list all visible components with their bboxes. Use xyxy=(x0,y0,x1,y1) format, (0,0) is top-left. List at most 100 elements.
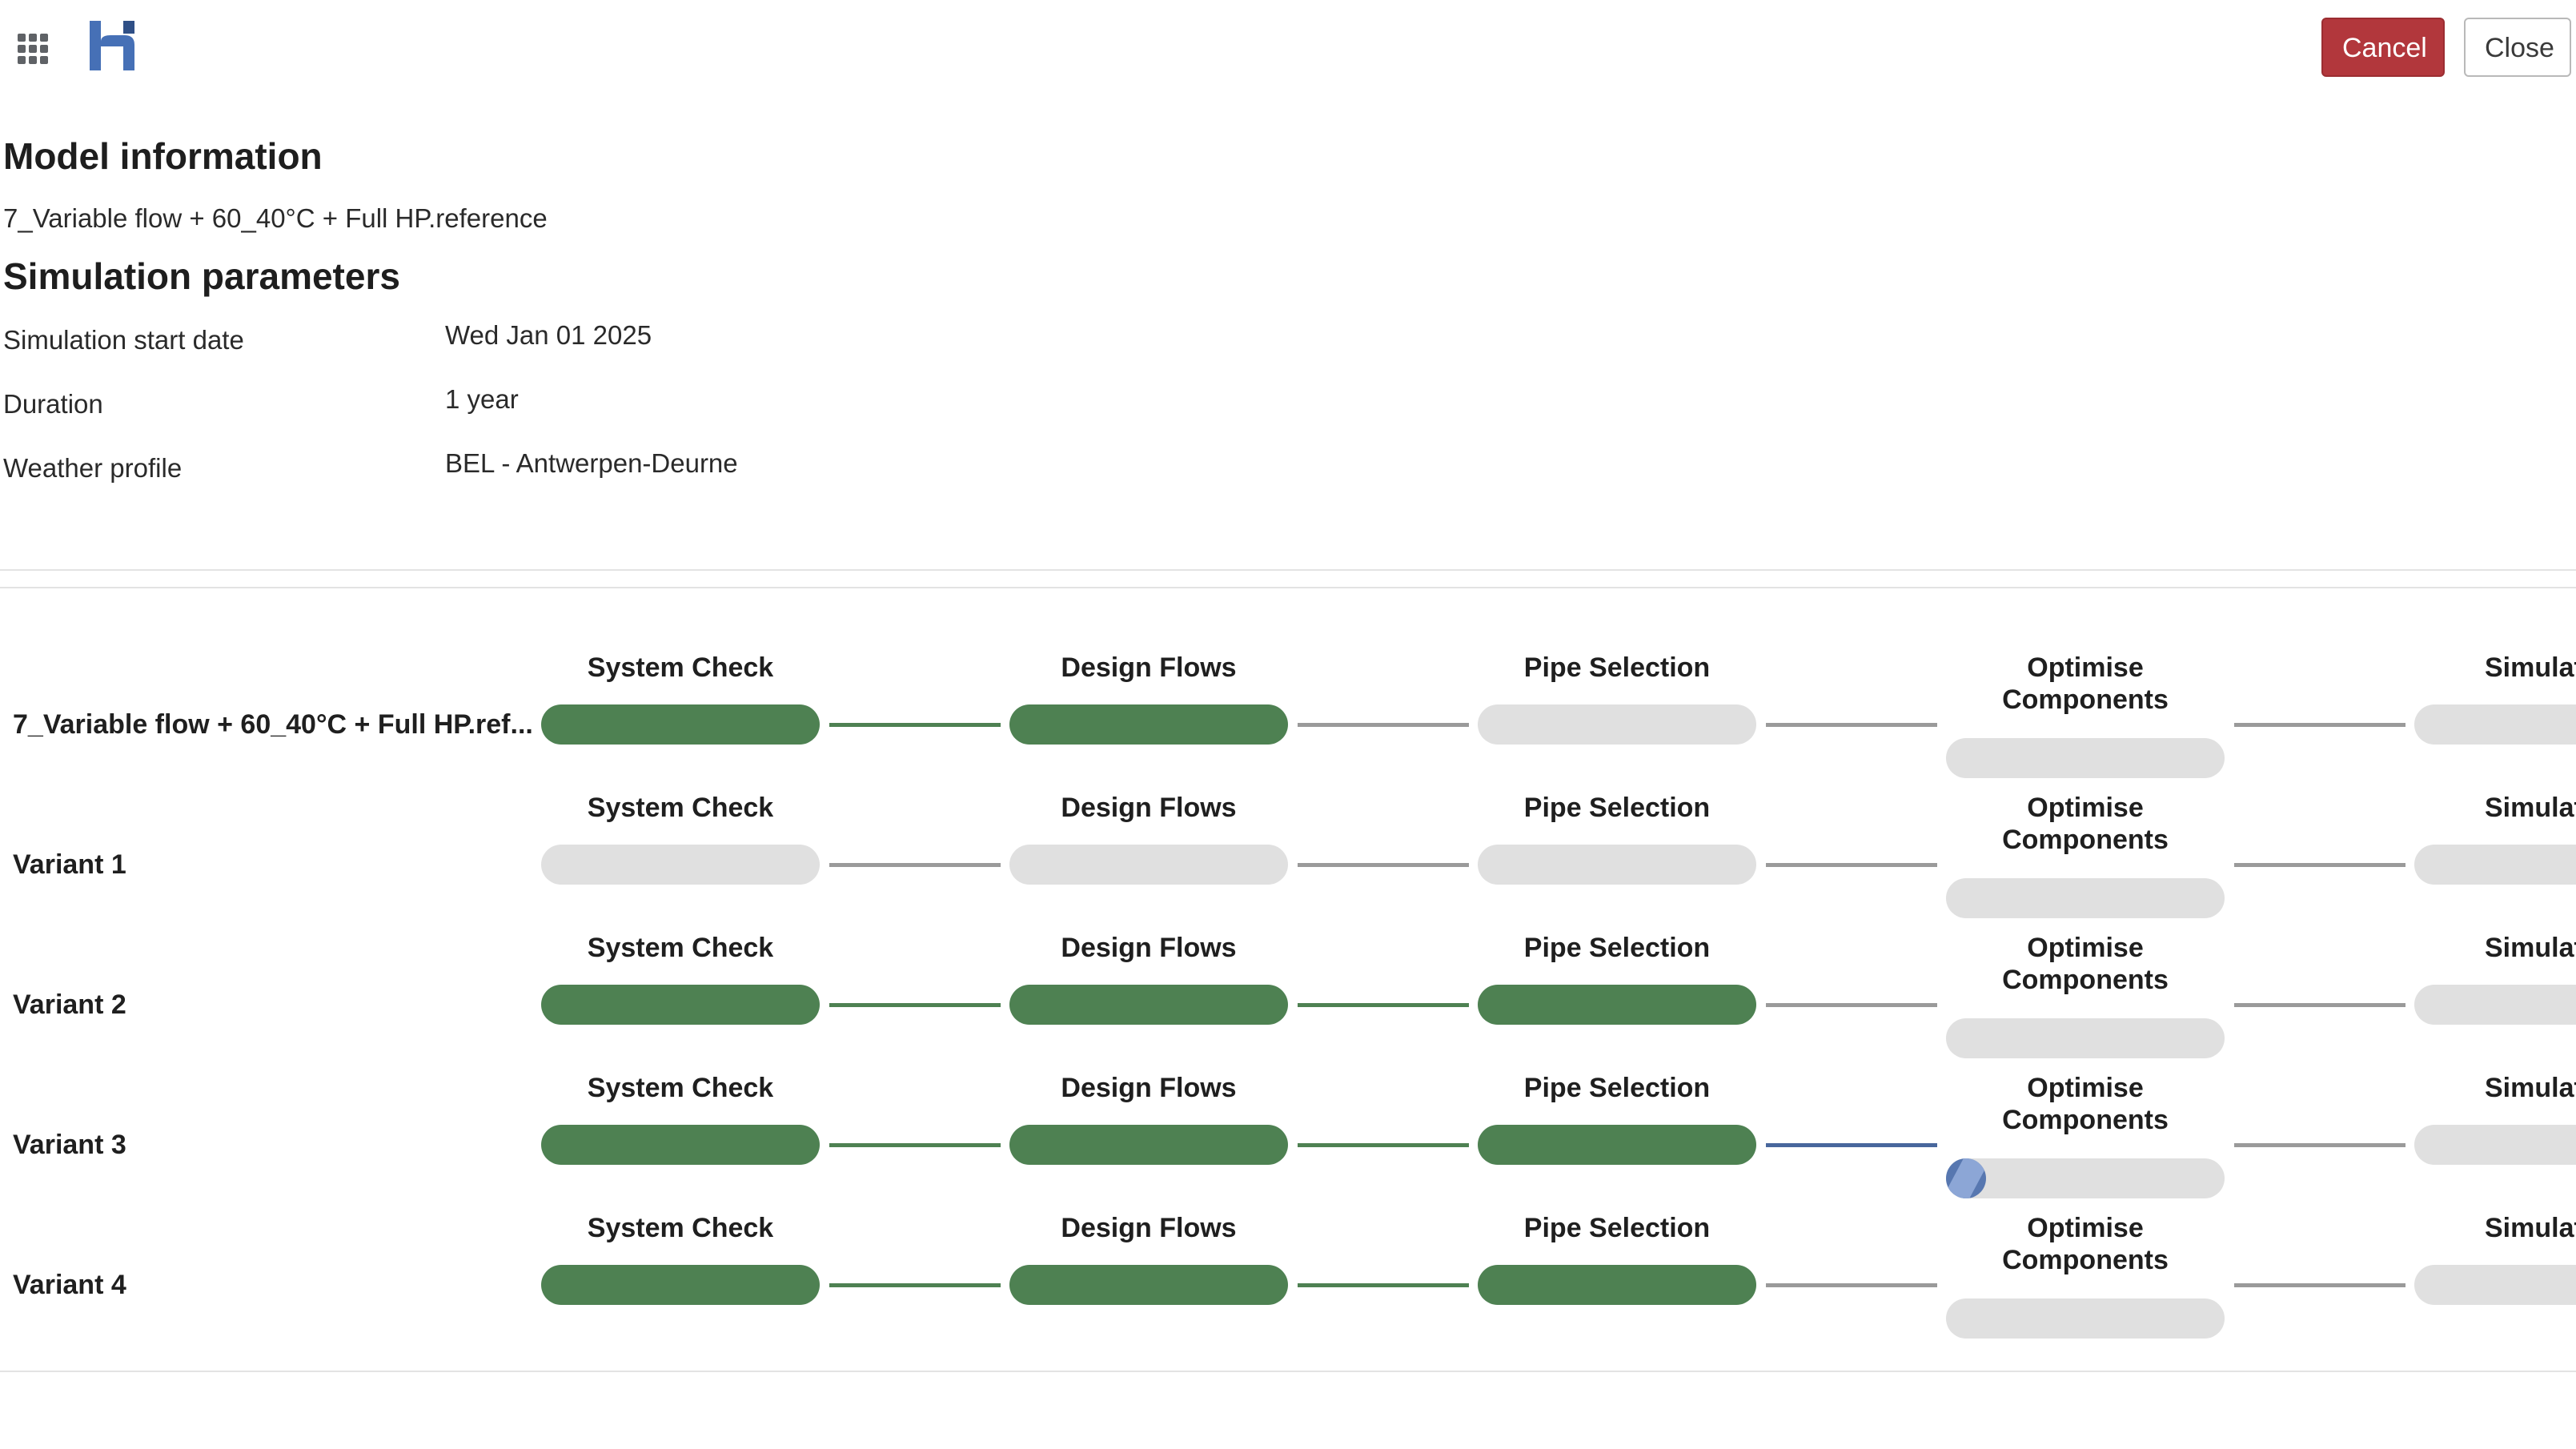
step-progress-bar[interactable] xyxy=(1009,1125,1288,1165)
step-optimise-components: Optimise Components xyxy=(1946,757,2225,918)
step-connector xyxy=(829,1283,1001,1287)
step-connector xyxy=(2234,863,2405,867)
step-connector xyxy=(2234,1283,2405,1287)
step-label-line: Optimise xyxy=(2027,1213,2144,1243)
step-pipe-selection: Pipe Selection xyxy=(1478,1037,1756,1177)
step-progress-bar[interactable] xyxy=(541,1125,820,1165)
step-label: System Check xyxy=(587,652,774,683)
step-label: Optimise Components xyxy=(1946,932,2225,996)
step-progress-bar[interactable] xyxy=(1946,1298,2225,1339)
simulation-parameters-heading: Simulation parameters xyxy=(3,255,400,297)
row-name: Variant 3 xyxy=(13,1130,126,1160)
step-connector xyxy=(1298,863,1469,867)
step-progress-bar[interactable] xyxy=(1946,1158,2225,1198)
step-label: Design Flows xyxy=(1061,1073,1237,1103)
step-connector xyxy=(1766,1003,1937,1007)
duration-value: 1 year xyxy=(445,384,519,414)
pipeline-progress: 7_Variable flow + 60_40°C + Full HP.ref.… xyxy=(0,592,2576,1361)
pipeline-row: Variant 3 System Check Design Flows Pipe Se… xyxy=(0,1037,2576,1198)
step-design-flows: Design Flows xyxy=(1009,616,1288,757)
step-connector xyxy=(1766,863,1937,867)
weather-profile-label: Weather profile xyxy=(3,453,183,483)
step-progress-bar[interactable] xyxy=(1946,738,2225,778)
step-connector xyxy=(2234,723,2405,727)
step-optimise-components: Optimise Components xyxy=(1946,1037,2225,1198)
step-progress-bar[interactable] xyxy=(541,845,820,885)
progress-spinner-icon xyxy=(1946,1158,1986,1198)
divider xyxy=(0,587,2576,588)
step-label: Design Flows xyxy=(1061,933,1237,963)
step-system-check: System Check xyxy=(541,757,820,897)
step-progress-bar[interactable] xyxy=(1478,845,1756,885)
step-label: Pipe Selection xyxy=(1523,793,1711,823)
step-progress-bar[interactable] xyxy=(1946,878,2225,918)
row-name: Variant 2 xyxy=(13,989,126,1020)
step-progress-bar[interactable] xyxy=(1009,1265,1288,1305)
step-pipe-selection: Pipe Selection xyxy=(1478,897,1756,1037)
cancel-button[interactable]: Cancel xyxy=(2321,18,2445,77)
step-label: Optimise Components xyxy=(1946,652,2225,716)
step-label: Design Flows xyxy=(1061,793,1237,823)
step-label-line: Optimise xyxy=(2027,933,2144,963)
step-pipe-selection: Pipe Selection xyxy=(1478,1177,1756,1317)
step-progress-bar[interactable] xyxy=(1478,704,1756,745)
step-connector xyxy=(829,863,1001,867)
step-label: Pipe Selection xyxy=(1523,652,1711,683)
step-optimise-components: Optimise Components xyxy=(1946,616,2225,778)
step-progress-bar[interactable] xyxy=(2414,704,2576,745)
weather-profile-value: BEL - Antwerpen-Deurne xyxy=(445,448,738,478)
model-reference: 7_Variable flow + 60_40°C + Full HP.refe… xyxy=(3,203,548,233)
step-design-flows: Design Flows xyxy=(1009,897,1288,1037)
step-design-flows: Design Flows xyxy=(1009,1037,1288,1177)
step-label-line: Optimise xyxy=(2027,1073,2144,1103)
step-connector xyxy=(1298,1003,1469,1007)
step-progress-bar[interactable] xyxy=(1478,985,1756,1025)
step-progress-bar[interactable] xyxy=(1478,1265,1756,1305)
apps-grid-icon[interactable] xyxy=(18,34,48,64)
row-name: 7_Variable flow + 60_40°C + Full HP.ref.… xyxy=(13,709,533,740)
step-system-check: System Check xyxy=(541,897,820,1037)
step-system-check: System Check xyxy=(541,1177,820,1317)
step-progress-bar[interactable] xyxy=(2414,1125,2576,1165)
logo-icon xyxy=(90,21,134,70)
step-progress-bar[interactable] xyxy=(541,704,820,745)
top-bar: Cancel Close xyxy=(0,0,2576,94)
close-button[interactable]: Close xyxy=(2464,18,2571,77)
step-progress-bar[interactable] xyxy=(1009,985,1288,1025)
duration-label: Duration xyxy=(3,389,103,419)
step-progress-bar[interactable] xyxy=(1009,704,1288,745)
step-label-line: Components xyxy=(2002,965,2169,995)
model-information-heading: Model information xyxy=(3,135,323,177)
step-progress-bar[interactable] xyxy=(1009,845,1288,885)
step-connector xyxy=(1766,1143,1937,1147)
step-progress-bar[interactable] xyxy=(2414,985,2576,1025)
step-connector xyxy=(2234,1143,2405,1147)
step-system-check: System Check xyxy=(541,1037,820,1177)
step-label: Pipe Selection xyxy=(1523,933,1711,963)
row-name: Variant 4 xyxy=(13,1270,126,1300)
step-connector xyxy=(1766,723,1937,727)
divider xyxy=(0,1371,2576,1372)
step-progress-bar[interactable] xyxy=(541,1265,820,1305)
start-date-value: Wed Jan 01 2025 xyxy=(445,320,652,350)
step-optimise-components: Optimise Components xyxy=(1946,1177,2225,1339)
step-simulat: Simulat xyxy=(2414,757,2576,897)
step-progress-bar[interactable] xyxy=(2414,845,2576,885)
step-label: Optimise Components xyxy=(1946,792,2225,856)
step-label: Simulat xyxy=(2485,933,2576,963)
divider xyxy=(0,569,2576,571)
step-progress-bar[interactable] xyxy=(2414,1265,2576,1305)
step-design-flows: Design Flows xyxy=(1009,1177,1288,1317)
step-design-flows: Design Flows xyxy=(1009,757,1288,897)
step-label: Simulat xyxy=(2485,1213,2576,1243)
step-progress-bar[interactable] xyxy=(1478,1125,1756,1165)
pipeline-row: Variant 1 System Check Design Flows Pipe Se… xyxy=(0,757,2576,918)
step-pipe-selection: Pipe Selection xyxy=(1478,757,1756,897)
step-label: System Check xyxy=(587,793,774,823)
step-label: System Check xyxy=(587,1073,774,1103)
step-connector xyxy=(1298,1143,1469,1147)
step-progress-bar[interactable] xyxy=(1946,1018,2225,1058)
step-progress-bar[interactable] xyxy=(541,985,820,1025)
step-connector xyxy=(829,1143,1001,1147)
step-pipe-selection: Pipe Selection xyxy=(1478,616,1756,757)
